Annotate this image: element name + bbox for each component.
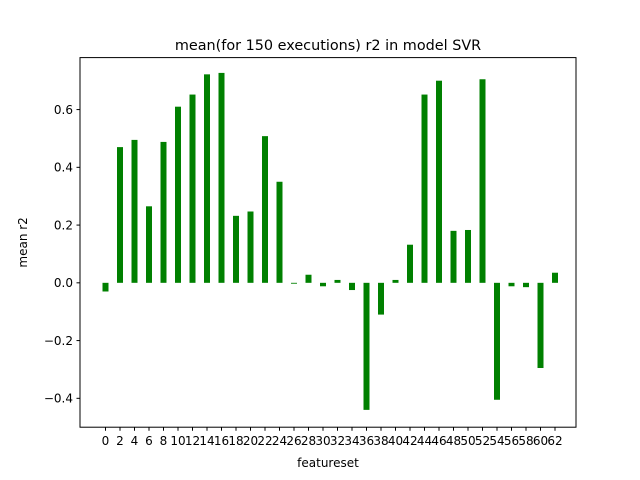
x-tick-label: 52 (475, 434, 490, 448)
bar-38 (378, 282, 384, 315)
y-tick-label: 0.4 (54, 161, 73, 175)
x-tick-label: 6 (145, 434, 153, 448)
x-tick-label: 24 (272, 434, 287, 448)
bars (102, 72, 558, 410)
y-tick-label: 0.6 (54, 103, 73, 117)
x-tick-label: 60 (533, 434, 548, 448)
bar-0 (102, 282, 109, 292)
bar-54 (494, 282, 500, 400)
x-tick-label: 48 (446, 434, 461, 448)
x-tick-label: 8 (160, 434, 168, 448)
bar-40 (392, 279, 399, 283)
bar-34 (349, 282, 355, 291)
bar-50 (465, 229, 471, 283)
bar-4 (131, 139, 138, 283)
bar-26 (291, 282, 297, 284)
x-tick-label: 58 (518, 434, 533, 448)
bar-48 (450, 230, 457, 283)
bar-14 (204, 74, 210, 283)
bar-62 (552, 272, 558, 283)
bar-24 (276, 181, 283, 283)
x-tick-label: 28 (301, 434, 316, 448)
bar-36 (363, 282, 370, 410)
x-tick-label: 34 (344, 434, 359, 448)
y-tick-label: 0.2 (54, 218, 73, 232)
chart-title: mean(for 150 executions) r2 in model SVR (175, 38, 481, 54)
bar-6 (146, 206, 152, 283)
x-tick-label: 36 (359, 434, 374, 448)
bar-60 (537, 282, 544, 369)
x-tick-label: 22 (257, 434, 272, 448)
bar-52 (479, 79, 486, 283)
x-tick-label: 4 (131, 434, 139, 448)
y-tick-label: 0.0 (54, 276, 73, 290)
y-axis-label: mean r2 (16, 217, 30, 267)
x-tick-label: 12 (185, 434, 200, 448)
bar-42 (407, 244, 413, 283)
bar-12 (189, 94, 196, 283)
bar-30 (320, 282, 326, 287)
x-axis-label: featureset (297, 456, 359, 470)
y-tick-label: −0.2 (44, 334, 73, 348)
bar-46 (436, 80, 442, 283)
x-tick-label: 56 (504, 434, 519, 448)
x-tick-label: 2 (116, 434, 124, 448)
x-tick-label: 54 (489, 434, 504, 448)
x-ticks: 0 2 4 6 8 10 12 14 16 18 20 22 24 26 28 30 32 34 36 38 40 42 4… (102, 427, 563, 448)
x-tick-label: 42 (402, 434, 417, 448)
x-tick-label: 20 (243, 434, 258, 448)
bar-2 (117, 147, 123, 283)
x-tick-label: 38 (373, 434, 388, 448)
x-tick-label: 62 (547, 434, 562, 448)
y-ticks: −0.4 −0.2 0.0 0.2 0.4 0.6 (44, 103, 80, 406)
bar-16 (218, 72, 225, 283)
y-tick-label: −0.4 (44, 392, 73, 406)
bar-58 (523, 282, 529, 288)
bar-18 (233, 215, 239, 283)
bar-22 (262, 136, 268, 283)
x-tick-label: 44 (417, 434, 432, 448)
bar-28 (305, 274, 312, 283)
bar-10 (175, 106, 181, 283)
bar-8 (160, 141, 167, 283)
bar-56 (508, 282, 515, 287)
plot-frame (79, 57, 577, 428)
bar-44 (421, 94, 428, 283)
x-tick-label: 18 (228, 434, 243, 448)
x-tick-label: 10 (170, 434, 185, 448)
bar-20 (247, 211, 254, 283)
x-tick-label: 26 (286, 434, 301, 448)
x-tick-label: 0 (102, 434, 110, 448)
x-tick-label: 32 (330, 434, 345, 448)
x-tick-label: 50 (460, 434, 475, 448)
x-tick-label: 40 (388, 434, 403, 448)
bar-32 (334, 279, 341, 283)
x-tick-label: 16 (214, 434, 229, 448)
x-tick-label: 14 (199, 434, 214, 448)
x-tick-label: 30 (315, 434, 330, 448)
x-tick-label: 46 (431, 434, 446, 448)
